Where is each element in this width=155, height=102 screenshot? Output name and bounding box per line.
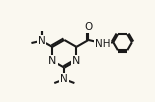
Text: N: N [38, 36, 45, 46]
Text: N: N [48, 56, 56, 66]
Text: N: N [60, 74, 68, 84]
Text: NH: NH [95, 39, 110, 49]
Text: O: O [84, 22, 93, 32]
Text: N: N [72, 56, 81, 66]
